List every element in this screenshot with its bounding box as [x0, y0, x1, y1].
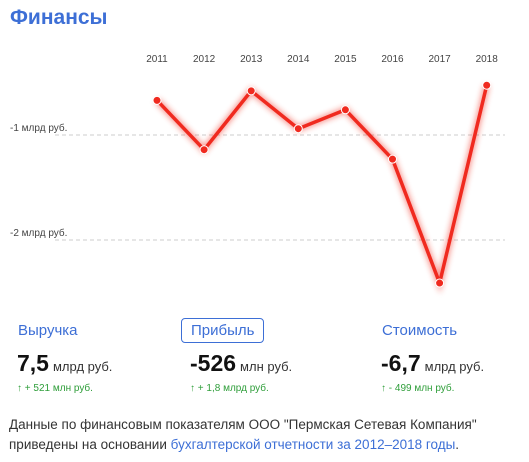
x-tick-label: 2012 — [193, 54, 216, 65]
page-title: Финансы — [10, 6, 108, 29]
tab-label[interactable]: Прибыль — [181, 318, 265, 343]
note-end: . — [455, 437, 460, 452]
point — [482, 80, 492, 90]
point — [246, 86, 256, 96]
value-unit: млрд руб. — [424, 359, 485, 374]
point — [435, 278, 445, 288]
tab-value: 7,5 млрд руб. — [8, 350, 178, 377]
x-tick-label: 2016 — [381, 54, 404, 65]
y-tick-label: -1 млрд руб. — [10, 122, 67, 134]
value-change: ↑ - 499 млн руб. — [381, 383, 455, 394]
value-number: 7,5 — [17, 350, 49, 376]
x-tick-label: 2014 — [287, 54, 310, 65]
value-change: ↑ + 521 млн руб. — [17, 383, 93, 394]
line — [155, 84, 489, 285]
point — [152, 95, 162, 105]
point — [199, 145, 209, 155]
value-change: ↑ + 1,8 млрд руб. — [190, 383, 269, 394]
x-tick-label: 2018 — [476, 54, 499, 65]
tab: Выручка 7,5 млрд руб. ↑ + 521 млн руб. — [8, 318, 178, 394]
tab: Прибыль -526 млн руб. ↑ + 1,8 млрд руб. — [181, 318, 351, 394]
tab-value: -6,7 млрд руб. — [372, 350, 529, 377]
tab: Стоимость -6,7 млрд руб. ↑ - 499 млн руб. — [372, 318, 529, 394]
point — [293, 124, 303, 134]
value-unit: млн руб. — [240, 359, 293, 374]
value-number: -6,7 — [381, 350, 421, 376]
x-tick-label: 2015 — [334, 54, 357, 65]
x-tick-label: 2013 — [240, 54, 263, 65]
tab-label[interactable]: Стоимость — [382, 322, 458, 339]
note: Данные по финансовым показателям ООО "Пе… — [9, 415, 514, 455]
value-number: -526 — [190, 350, 237, 376]
tab-value: -526 млн руб. — [181, 350, 351, 377]
x-tick-label: 2017 — [428, 54, 451, 65]
note-text: Данные по финансовым показателям ООО "Пе… — [9, 417, 477, 452]
value-unit: млрд руб. — [52, 359, 113, 374]
point — [388, 154, 397, 164]
note-link[interactable]: бухгалтерской отчетности за 2012–2018 го… — [170, 437, 456, 452]
line-glow — [154, 84, 490, 294]
chart: -1 млрд руб. -2 млрд руб. 2011 2012 2013 2014… — [10, 54, 505, 294]
y-tick-label: -2 млрд руб. — [10, 227, 67, 239]
tab-label[interactable]: Выручка — [18, 322, 78, 339]
point — [340, 105, 350, 115]
x-tick-label: 2011 — [146, 54, 168, 65]
